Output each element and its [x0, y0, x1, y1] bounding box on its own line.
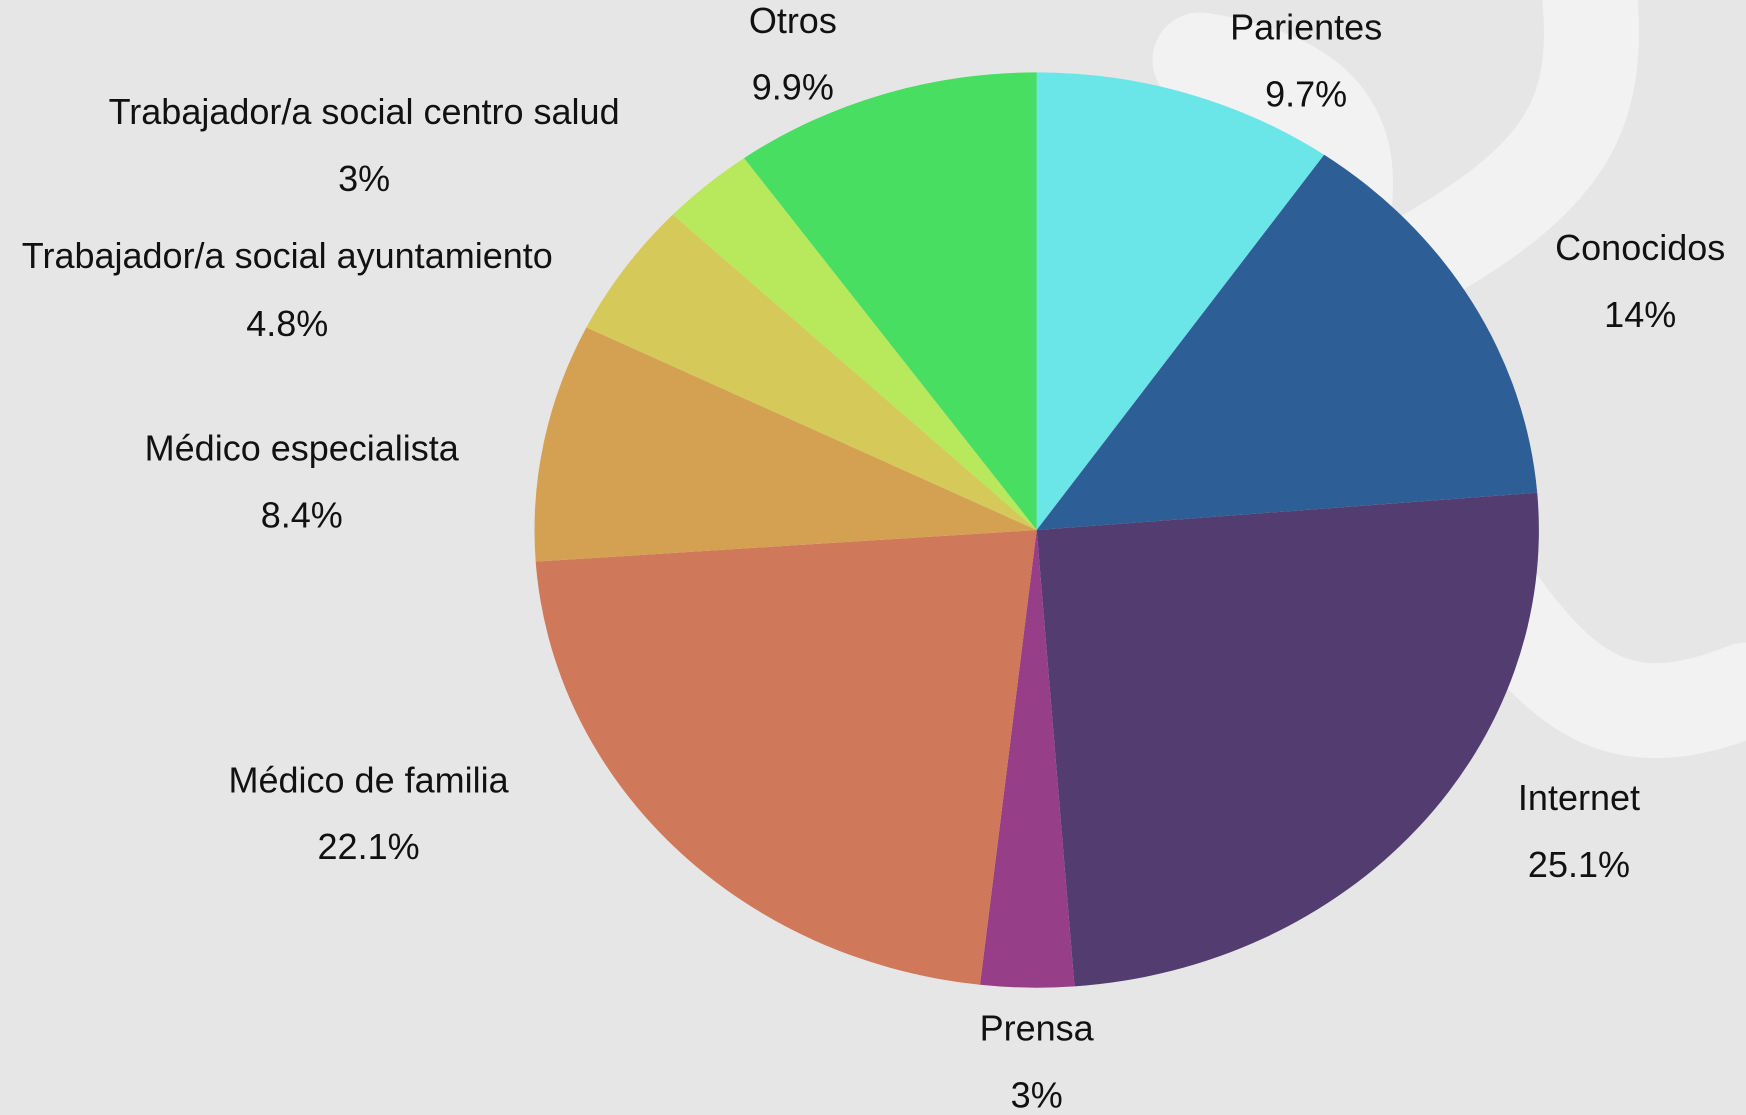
slice-value-label: 3% [1011, 1074, 1063, 1115]
slice-label: Médico especialista [145, 427, 460, 468]
slice-label: Trabajador/a social ayuntamiento [22, 235, 553, 276]
pie-slice [744, 72, 1037, 531]
slice-value-label: 22.1% [318, 826, 420, 867]
pie-slice [1036, 154, 1538, 531]
slice-label: Otros [749, 0, 837, 41]
slice-label: Prensa [980, 1008, 1095, 1049]
pie-slice [1036, 72, 1325, 531]
slice-label: Parientes [1230, 7, 1382, 48]
pie-slice [1036, 492, 1539, 987]
slice-label: Trabajador/a social centro salud [109, 91, 620, 132]
slice-value-label: 25.1% [1528, 844, 1630, 885]
slice-value-label: 4.8% [246, 303, 328, 344]
slice-value-label: 14% [1604, 294, 1676, 335]
slice-value-label: 9.7% [1265, 73, 1347, 114]
pie-slice [535, 530, 1037, 985]
slice-value-label: 3% [338, 158, 390, 199]
slice-label: Internet [1518, 777, 1640, 818]
pie-slice [980, 530, 1075, 988]
labels: Parientes 9.7% Conocidos 14% Internet 25.1% Pr… [22, 0, 1725, 1115]
pie-slice [672, 158, 1037, 531]
slice-label: Conocidos [1555, 227, 1725, 268]
slice-label: Médico de familia [229, 759, 510, 800]
pie [534, 72, 1539, 988]
slice-value-label: 9.9% [752, 67, 834, 108]
pie-slice [534, 327, 1037, 562]
slice-value-label: 8.4% [261, 494, 343, 535]
pie-slice [586, 214, 1037, 531]
